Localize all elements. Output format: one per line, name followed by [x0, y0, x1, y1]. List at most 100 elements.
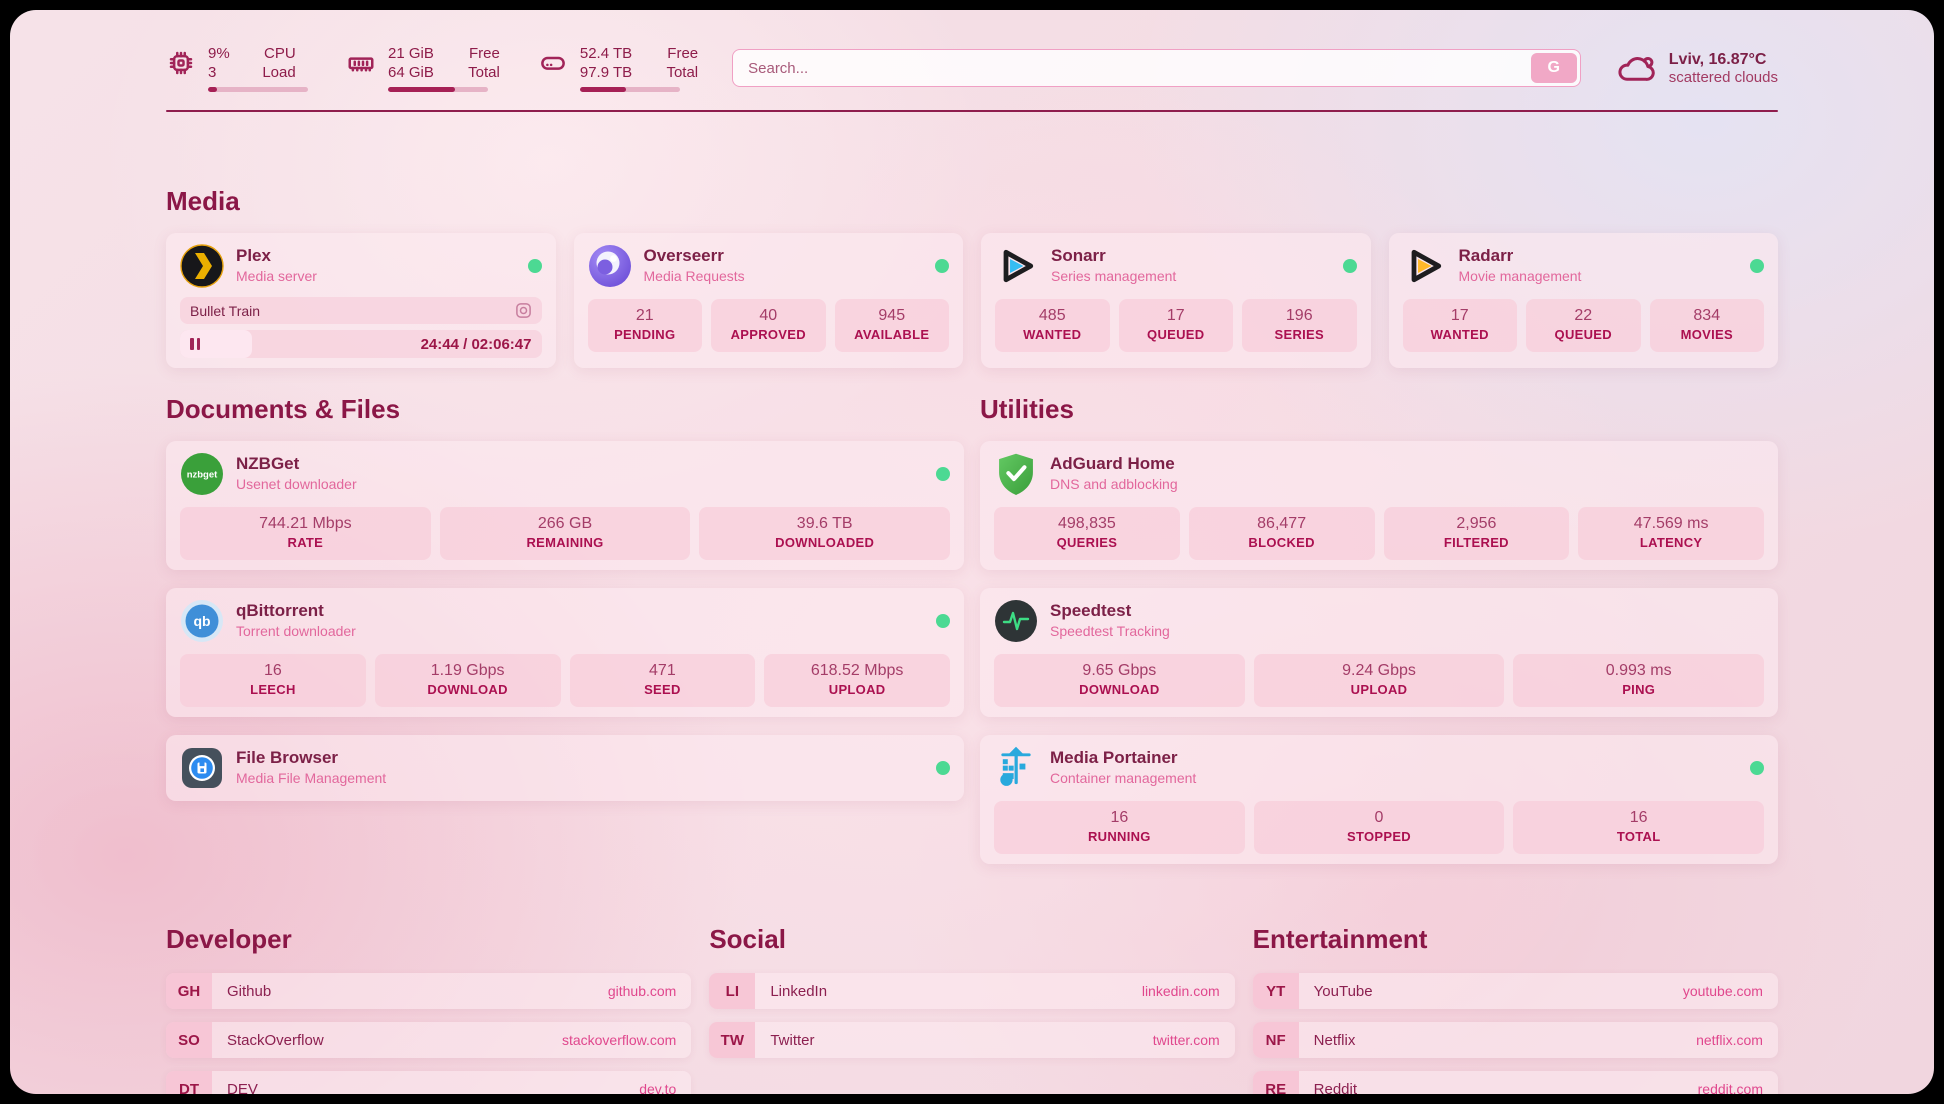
bookmark-name: Twitter — [770, 1031, 815, 1049]
ram-widget: 21 GiB 64 GiB Free Total — [346, 44, 500, 92]
stat-running: 16 RUNNING — [994, 801, 1245, 854]
status-dot-online — [527, 259, 542, 273]
app-card-filebrowser[interactable]: File Browser Media File Management — [166, 735, 964, 801]
status-dot-online — [936, 761, 950, 775]
app-card-portainer[interactable]: Media Portainer Container management 16 … — [980, 735, 1778, 864]
disk-free-label: Free — [667, 45, 699, 62]
app-name: AdGuard Home — [1050, 454, 1175, 473]
status-dot-online — [1342, 259, 1357, 273]
bookmark-abbr: YT — [1252, 973, 1299, 1009]
app-name: Speedtest — [1050, 601, 1132, 620]
status-dot-online — [936, 614, 950, 628]
stat-upload: 618.52 Mbps UPLOAD — [764, 654, 950, 707]
qbittorrent-icon: qb — [180, 599, 224, 643]
bookmark-url: github.com — [607, 983, 677, 999]
nzbget-icon: nzbget — [180, 452, 224, 496]
stat-wanted: 17 WANTED — [1402, 299, 1517, 352]
filebrowser-icon — [180, 746, 224, 790]
app-description: Media server — [236, 268, 317, 284]
bookmark-abbr: NF — [1252, 1022, 1299, 1058]
disk-free-value: 52.4 TB — [579, 45, 633, 62]
now-playing-row: Bullet Train — [180, 297, 542, 324]
sonarr-icon — [995, 244, 1039, 288]
app-card-radarr[interactable]: Radarr Movie management 17 WANTED 22 QUE… — [1388, 233, 1778, 368]
section-title-media: Media — [166, 186, 240, 216]
app-card-sonarr[interactable]: Sonarr Series management 485 WANTED 17 Q… — [981, 233, 1371, 368]
search-input[interactable] — [736, 59, 1531, 77]
stat-approved: 40 APPROVED — [711, 299, 826, 352]
stat-rate: 744.21 Mbps RATE — [180, 507, 431, 560]
app-description: Media File Management — [236, 770, 387, 786]
stat-available: 945 AVAILABLE — [834, 299, 949, 352]
portainer-icon — [994, 746, 1038, 790]
bookmark-twitter[interactable]: TW Twitter twitter.com — [709, 1022, 1235, 1058]
app-name: Media Portainer — [1050, 748, 1178, 767]
stat-download: 9.65 Gbps DOWNLOAD — [994, 654, 1245, 707]
app-description: Torrent downloader — [236, 623, 356, 639]
cpu-icon — [169, 51, 193, 75]
bookmark-reddit[interactable]: RE Reddit reddit.com — [1252, 1071, 1778, 1094]
stat-wanted: 485 WANTED — [995, 299, 1110, 352]
app-card-speedtest[interactable]: Speedtest Speedtest Tracking 9.65 Gbps D… — [980, 588, 1778, 717]
bookmark-url: dev.to — [639, 1081, 677, 1094]
section-title-developer: Developer — [166, 924, 292, 954]
app-card-qbittorrent[interactable]: qb qBittorrent Torrent downloader — [166, 588, 964, 717]
ram-progress-bar — [388, 87, 488, 92]
app-description: Series management — [1051, 268, 1177, 284]
stat-queued: 17 QUEUED — [1118, 299, 1233, 352]
bookmark-youtube[interactable]: YT YouTube youtube.com — [1252, 973, 1778, 1009]
bookmark-linkedin[interactable]: LI LinkedIn linkedin.com — [709, 973, 1235, 1009]
search-engine-button[interactable]: G — [1530, 53, 1577, 83]
bookmark-name: YouTube — [1313, 982, 1373, 1000]
stat-queries: 498,835 QUERIES — [994, 507, 1180, 560]
disk-progress-fill — [579, 87, 626, 92]
bookmark-abbr: RE — [1252, 1071, 1299, 1094]
ram-progress-fill — [388, 87, 455, 92]
disk-icon — [540, 56, 565, 70]
bookmark-github[interactable]: GH Github github.com — [166, 973, 692, 1009]
bookmarks-social: Social LI LinkedIn linkedin.com TW Twitt… — [709, 924, 1235, 1094]
playback-progress-bar[interactable]: 24:44 / 02:06:47 — [180, 330, 542, 358]
cloud-icon — [1618, 57, 1655, 81]
top-bar: 9% 3 CPU Load — [166, 10, 1778, 92]
status-dot-online — [1750, 259, 1764, 273]
stat-upload: 9.24 Gbps UPLOAD — [1253, 654, 1505, 707]
bookmark-name: StackOverflow — [227, 1031, 324, 1049]
app-description: Movie management — [1458, 268, 1582, 284]
bookmark-dev[interactable]: DT DEV dev.to — [166, 1071, 692, 1095]
bookmarks-developer: Developer GH Github github.com SO StackO… — [166, 924, 692, 1095]
cpu-progress-bar — [208, 87, 308, 92]
status-dot-online — [1750, 761, 1764, 775]
search-bar[interactable]: G — [732, 49, 1581, 87]
bookmark-stackoverflow[interactable]: SO StackOverflow stackoverflow.com — [166, 1022, 692, 1058]
app-card-nzbget[interactable]: nzbget NZBGet Usenet downloader 74 — [166, 441, 964, 570]
stat-filtered: 2,956 FILTERED — [1383, 507, 1570, 560]
radarr-icon — [1403, 244, 1447, 288]
cpu-usage-label: CPU — [264, 45, 296, 62]
bookmark-url: youtube.com — [1682, 983, 1763, 999]
bookmark-netflix[interactable]: NF Netflix netflix.com — [1252, 1022, 1778, 1058]
weather-condition: scattered clouds — [1668, 68, 1778, 86]
app-card-adguard[interactable]: AdGuard Home DNS and adblocking 498,835 … — [980, 441, 1778, 570]
app-name: NZBGet — [236, 454, 300, 473]
pause-icon[interactable] — [190, 338, 200, 350]
bookmark-name: Netflix — [1313, 1031, 1356, 1049]
cpu-load-value: 3 — [208, 64, 217, 81]
stat-ping: 0.993 ms PING — [1513, 654, 1765, 707]
app-card-overseerr[interactable]: Overseerr Media Requests 21 PENDING 40 A… — [573, 233, 963, 368]
app-description: Container management — [1050, 770, 1197, 786]
stat-pending: 21 PENDING — [587, 299, 702, 352]
cpu-progress-fill — [208, 87, 217, 92]
bookmark-name: DEV — [227, 1080, 258, 1095]
bookmark-url: netflix.com — [1696, 1032, 1763, 1048]
weather-widget: Lviv, 16.87°C scattered clouds — [1615, 50, 1778, 86]
playback-time: 24:44 / 02:06:47 — [420, 335, 532, 353]
cpu-usage-value: 9% — [208, 45, 230, 62]
section-title-entertainment: Entertainment — [1252, 924, 1428, 954]
status-dot-online — [936, 467, 950, 481]
app-card-plex[interactable]: Plex Media server Bullet Train — [166, 233, 556, 368]
dashboard-window: 9% 3 CPU Load — [10, 10, 1934, 1094]
stat-movies: 834 MOVIES — [1649, 299, 1764, 352]
bookmark-abbr: LI — [709, 973, 756, 1009]
media-card-row: Plex Media server Bullet Train — [166, 233, 1778, 368]
